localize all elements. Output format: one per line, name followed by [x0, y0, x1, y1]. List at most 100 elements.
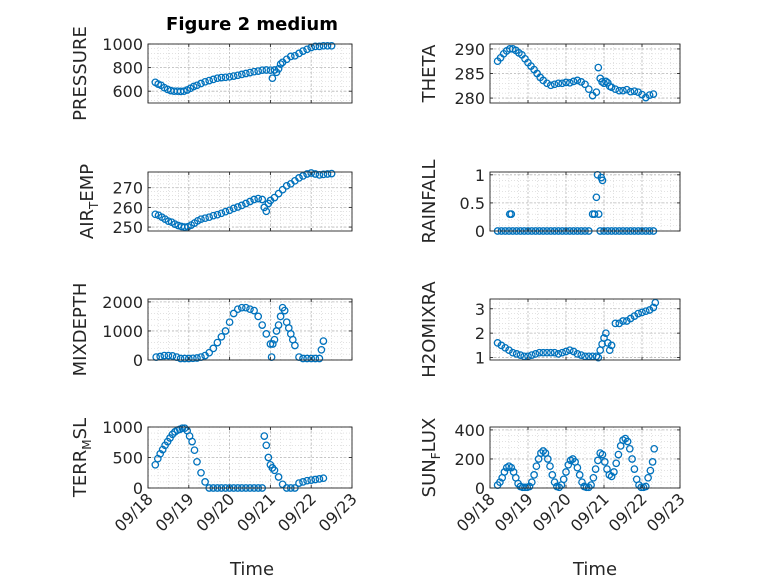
data-point [303, 170, 311, 178]
data-point [197, 215, 205, 224]
data-point [649, 90, 658, 98]
y-tick-label: 3 [475, 300, 485, 319]
data-point [520, 352, 529, 361]
y-axis-label: MIXDEPTH [70, 283, 91, 377]
data-point [193, 354, 201, 362]
series-markers [493, 45, 658, 102]
data-point [221, 327, 230, 335]
data-point [527, 478, 536, 487]
data-point [299, 172, 307, 180]
data-point [209, 75, 218, 84]
data-point [600, 334, 608, 342]
data-point [562, 78, 570, 87]
data-point [537, 449, 545, 457]
data-point [607, 341, 616, 350]
data-point [611, 85, 620, 94]
y-tick-label: 1 [475, 349, 485, 368]
data-point [262, 441, 271, 450]
y-tick-label: 1000 [102, 322, 143, 341]
y-tick-label: 250 [112, 218, 143, 237]
data-point [242, 303, 250, 312]
data-point [638, 308, 646, 317]
subplot-mixdepth: 0 1000 2000 MIXDEPTH [70, 283, 353, 377]
data-point [641, 93, 650, 102]
data-point [558, 348, 567, 357]
y-tick-label: 285 [454, 65, 485, 84]
data-point [614, 450, 623, 459]
data-point [539, 348, 548, 357]
data-point [254, 312, 263, 321]
x-tick-label: 09/20 [529, 489, 575, 535]
data-point [527, 351, 536, 359]
data-point [505, 346, 513, 355]
data-point [626, 314, 635, 323]
data-point [577, 351, 586, 359]
x-axis-label-right: Time [572, 559, 617, 580]
y-tick-label: 800 [112, 59, 143, 78]
y-tick-label: 2 [475, 324, 485, 343]
data-point [619, 86, 627, 95]
data-point [625, 444, 634, 453]
data-point [213, 74, 222, 83]
axes-box [147, 298, 353, 361]
data-point [246, 305, 254, 314]
data-point [507, 463, 516, 472]
data-point [188, 437, 196, 446]
data-point [217, 209, 226, 218]
data-point [644, 473, 652, 482]
data-point [274, 64, 283, 73]
y-axis-label: AIRTEMP [77, 164, 101, 239]
data-point [525, 482, 534, 491]
data-point [573, 76, 582, 85]
data-point [233, 71, 242, 80]
data-point [291, 51, 299, 60]
minor-grid [147, 43, 353, 103]
data-point [307, 169, 316, 177]
data-point [646, 466, 655, 475]
data-point [209, 211, 218, 220]
data-point [615, 86, 624, 95]
data-point [607, 83, 616, 92]
data-point [600, 458, 609, 466]
data-point [217, 73, 226, 82]
data-point [550, 348, 559, 357]
data-point [543, 455, 552, 463]
subplot-sun-flux: 020040009/1809/1909/2009/2109/2209/23SUN… [419, 418, 689, 536]
data-point [242, 69, 250, 78]
data-point [168, 352, 177, 360]
data-point [637, 483, 646, 492]
data-point [581, 80, 589, 89]
data-point [180, 354, 189, 363]
y-axis-label: TERRMSL [70, 418, 94, 498]
data-point [270, 335, 279, 344]
subplot-pressure: 600 800 1000 PRESSURE [70, 26, 353, 121]
data-point [291, 341, 299, 350]
y-tick-label: 1000 [102, 35, 143, 54]
y-tick-label: 260 [112, 198, 143, 217]
data-point [554, 79, 563, 88]
axes-box [489, 171, 681, 232]
data-point [543, 348, 551, 357]
y-tick-label: 200 [454, 450, 485, 469]
data-point [590, 210, 599, 218]
data-point [237, 201, 246, 210]
data-point [221, 207, 230, 216]
y-tick-label: 0 [133, 351, 143, 370]
data-point [327, 41, 336, 50]
data-point [598, 450, 607, 459]
y-tick-label: 0.5 [460, 194, 485, 213]
data-point [189, 354, 197, 363]
x-tick-label: 09/22 [605, 489, 651, 535]
data-point [164, 217, 173, 226]
data-point [319, 337, 328, 345]
data-point [246, 197, 254, 206]
data-point [602, 329, 610, 338]
data-point [189, 82, 198, 91]
data-point [496, 478, 504, 487]
data-point [246, 68, 254, 77]
data-point [299, 354, 307, 363]
data-point [569, 77, 578, 86]
data-point [630, 465, 639, 473]
data-point [201, 77, 209, 86]
